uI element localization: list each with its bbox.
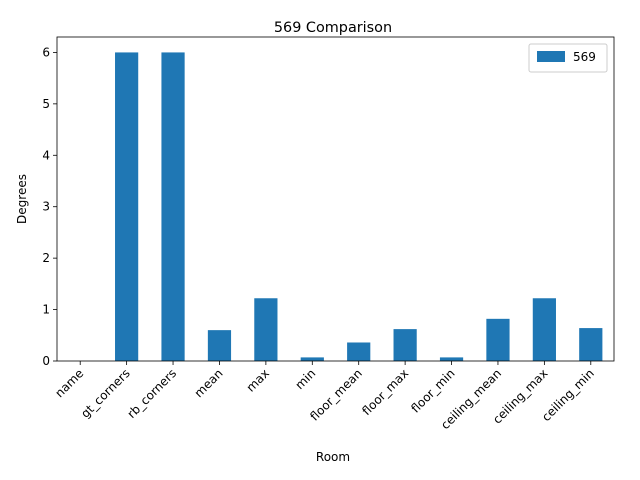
y-axis-ticks: 0 1 2 3 4 5 6 [42,45,57,368]
y-tick-label: 3 [42,200,50,214]
bar-floor_mean [347,342,371,361]
chart-title: 569 Comparison [274,20,392,36]
bar-ceiling_min [579,328,603,361]
bar-ceiling_max [532,298,556,361]
y-tick-label: 1 [42,303,50,317]
y-tick-label: 4 [42,148,50,162]
x-axis-title: Room [316,450,350,464]
bar-max [254,298,278,361]
bar-rb_corners [161,52,185,362]
bars-group [115,52,603,362]
bar-floor_min [439,357,464,361]
bar-ceiling_mean [486,318,510,361]
bar-gt_corners [115,52,139,362]
y-tick-label: 6 [42,45,50,59]
y-tick-label: 5 [42,97,50,111]
y-tick-label: 0 [42,354,50,368]
plot-frame [56,36,615,362]
y-tick-label: 2 [42,251,50,265]
bar-mean [207,330,232,361]
legend-label: 569 [573,50,596,64]
y-axis-title: Degrees [15,174,29,224]
bar-floor_max [393,329,417,361]
legend-swatch [537,51,565,62]
legend: 569 [528,43,608,73]
bar-min [300,357,324,361]
